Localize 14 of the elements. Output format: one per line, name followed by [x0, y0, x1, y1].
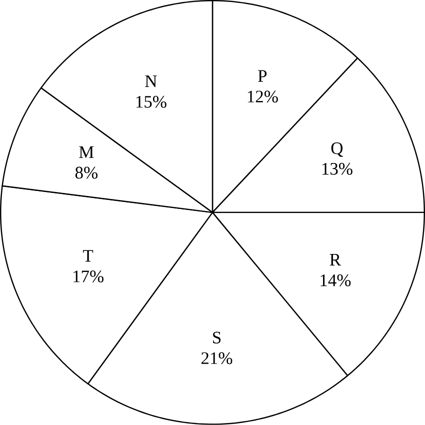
slice-label: T	[83, 250, 94, 262]
slice-label: Q	[331, 142, 343, 157]
data-label: 17%	[74, 270, 104, 282]
data-label: 14%	[320, 274, 351, 286]
data-label: 13%	[322, 162, 352, 175]
slice-label: P	[258, 70, 267, 82]
data-label: 12%	[248, 90, 278, 103]
slice-label: M	[79, 146, 94, 158]
slice-label: S	[213, 332, 221, 344]
slice-label: N	[145, 76, 157, 88]
slice-label: R	[330, 254, 342, 266]
data-label: 15%	[136, 96, 166, 108]
data-label: 21%	[201, 352, 232, 364]
data-label: 8%	[75, 166, 98, 179]
